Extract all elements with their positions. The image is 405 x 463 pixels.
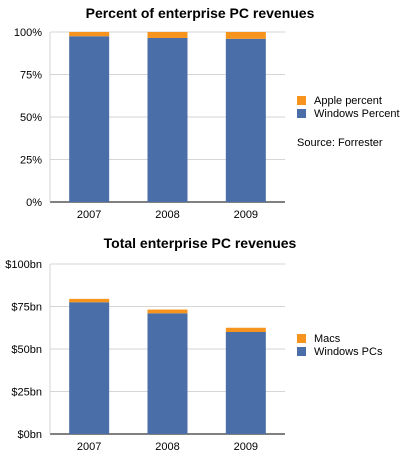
y-tick-label: $50bn	[11, 344, 42, 356]
y-tick-label: 25%	[20, 155, 42, 167]
legend-label: Apple percent	[314, 95, 382, 107]
x-tick-labels: 2007 2008 2009	[77, 441, 258, 453]
chart-title: Percent of enterprise PC revenues	[86, 5, 315, 21]
x-tick-label: 2009	[234, 209, 258, 221]
bar-apple-percent-2007	[69, 32, 110, 37]
bar-apple-percent-2008	[147, 32, 188, 38]
revenue-chart: Total enterprise PC revenues $0bn $25bn $5…	[5, 235, 383, 453]
bar-apple-percent-2009	[225, 32, 266, 39]
y-tick-label: 0%	[26, 197, 42, 209]
x-tick-label: 2007	[77, 209, 101, 221]
y-tick-label: 75%	[20, 70, 42, 82]
y-tick-label: $100bn	[5, 259, 42, 271]
legend-swatch	[297, 347, 306, 356]
y-tick-label: $25bn	[11, 387, 42, 399]
y-tick-label: 50%	[20, 112, 42, 124]
bar-macs-2008	[147, 309, 188, 314]
chart-title: Total enterprise PC revenues	[104, 235, 297, 251]
y-tick-label: 100%	[14, 27, 42, 39]
y-tick-labels: $0bn $25bn $50bn $75bn $100bn	[5, 259, 42, 441]
y-tick-label: $75bn	[11, 302, 42, 314]
bar-windows-pcs-2007	[69, 302, 110, 434]
legend-swatch	[297, 109, 306, 118]
bar-windows-percent-2009	[225, 38, 266, 202]
x-tick-label: 2009	[234, 441, 258, 453]
x-tick-labels: 2007 2008 2009	[77, 209, 258, 221]
x-tick-label: 2008	[155, 209, 179, 221]
legend-label: Macs	[314, 333, 341, 345]
bar-macs-2007	[69, 298, 110, 303]
x-tick-label: 2008	[155, 441, 179, 453]
y-tick-labels: 0% 25% 50% 75% 100%	[14, 27, 42, 209]
bar-windows-pcs-2009	[225, 332, 266, 434]
legend-swatch	[297, 334, 306, 343]
bar-windows-pcs-2008	[147, 313, 188, 434]
bar-windows-percent-2008	[147, 37, 188, 203]
y-tick-label: $0bn	[18, 429, 42, 441]
source-annotation: Source: Forrester	[297, 137, 383, 149]
x-tick-label: 2007	[77, 441, 101, 453]
bars	[69, 298, 266, 434]
legend-label: Windows Percent	[314, 108, 400, 120]
bar-windows-percent-2007	[69, 36, 110, 202]
bar-macs-2009	[225, 327, 266, 332]
percent-chart: Percent of enterprise PC revenues 0% 25% 5…	[14, 5, 400, 221]
legend-label: Windows PCs	[314, 346, 383, 358]
bars	[69, 32, 266, 203]
legend-swatch	[297, 96, 306, 105]
